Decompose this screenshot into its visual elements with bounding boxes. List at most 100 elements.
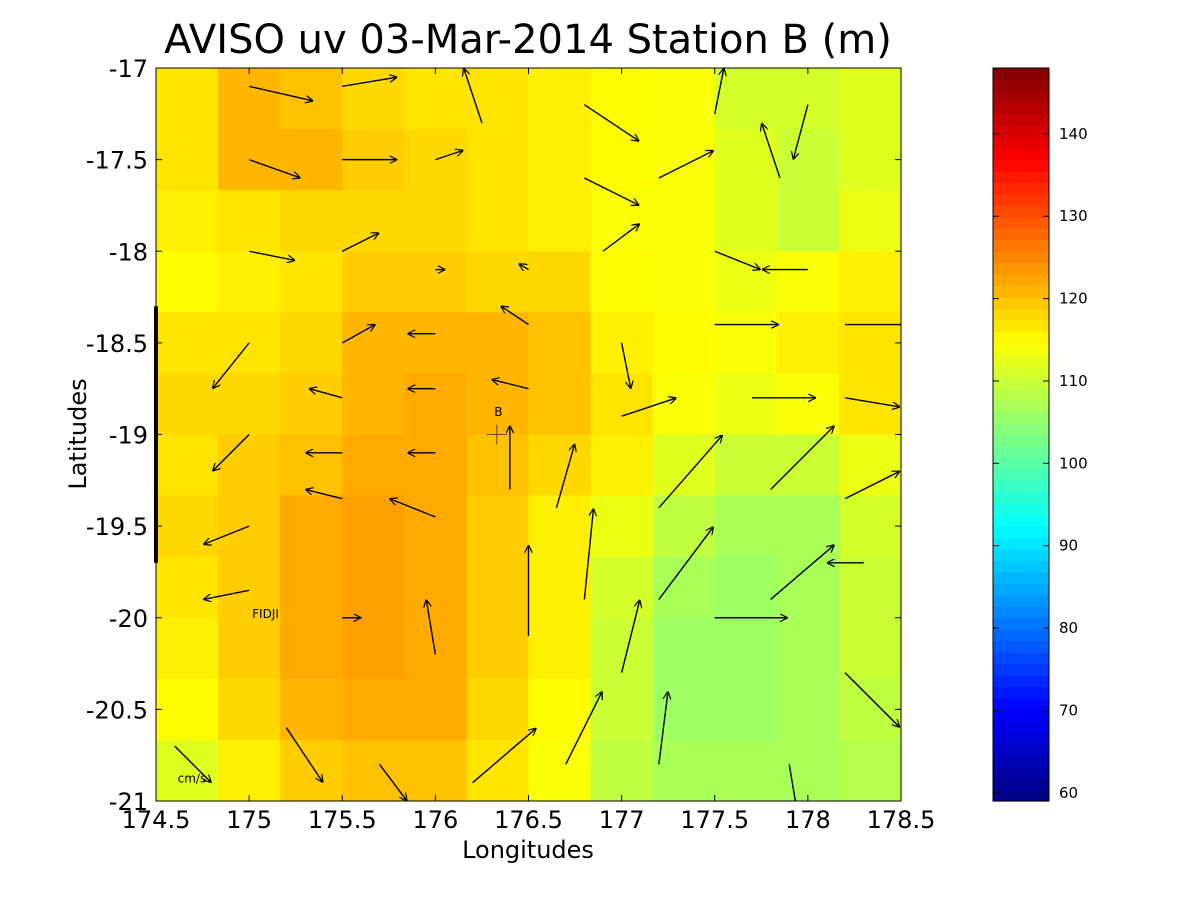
colorbar-tick-label: 80 [1059,619,1078,637]
heatmap-cell [280,190,343,252]
sla-heatmap [156,68,901,801]
colorbar-segment [993,68,1049,81]
y-tick-label: -20.5 [86,696,148,724]
colorbar-segment [993,388,1049,401]
heatmap-cell [714,251,778,313]
heatmap-cell [156,373,219,435]
colorbar-segment [993,342,1049,355]
colorbar-segment [993,560,1049,573]
colorbar-segment [993,297,1049,310]
heatmap-cell [776,68,840,130]
heatmap-cell [776,739,840,801]
velocity-arrow [306,490,343,500]
heatmap-cell [342,190,405,252]
colorbar-segment [993,640,1049,653]
heatmap-cell [838,373,901,435]
heatmap-cell [404,556,467,619]
velocity-arrow [620,601,640,673]
heatmap-cell [218,617,281,680]
heatmap-cell [218,190,281,252]
heatmap-cell [528,373,592,435]
heatmap-cell [404,251,467,313]
y-tick-label: -18 [109,238,148,266]
colorbar-segment [993,720,1049,733]
heatmap-cell [714,739,778,801]
y-axis-label: Latitudes [64,378,92,489]
heatmap-cell [156,495,219,558]
colorbar-segment [993,549,1049,562]
velocity-arrow [248,85,312,100]
heatmap-cell [528,434,592,497]
x-tick-label: 175 [226,806,272,834]
velocity-arrow [602,224,639,252]
heatmap-cell [714,68,778,130]
colorbar-segment [993,663,1049,676]
colorbar-segment [993,411,1049,424]
heatmap-cell [280,556,343,619]
heatmap-cell [590,68,654,130]
velocity-arrow [658,692,668,765]
heatmap-cell [714,434,778,497]
colorbar-segment [993,113,1049,126]
heatmap-cell [218,68,281,130]
velocity-arrow [213,342,250,388]
colorbar-segment [993,778,1049,791]
y-tick-label: -17 [109,55,148,83]
colorbar-segment [993,537,1049,550]
heatmap-cell [156,68,219,130]
heatmap-cell [342,617,405,680]
heatmap-cell [466,312,529,374]
colorbar-segment [993,308,1049,321]
heatmap-cell [280,617,343,680]
colorbar-segment [993,457,1049,470]
colorbar-segment [993,583,1049,596]
heatmap-cell [342,556,405,619]
heatmap-cell [528,495,592,558]
velocity-arrow [502,307,529,326]
heatmap-cell [466,190,529,252]
velocity-arrow [341,325,374,344]
heatmap-cell [404,373,467,435]
x-tick-label: 175.5 [308,806,377,834]
heatmap-cell [218,251,281,313]
heatmap-cell [404,617,467,680]
colorbar-segment [993,193,1049,207]
heatmap-cell [838,495,901,558]
heatmap-cell [466,68,529,130]
colorbar-segment [993,331,1049,344]
velocity-arrow [714,69,724,114]
heatmap-cell [776,251,840,313]
colorbar-tick-label: 60 [1059,784,1078,802]
heatmap-cell [776,434,840,497]
colorbar-segment [993,503,1049,516]
velocity-arrow [788,764,797,801]
colorbar-segment [993,285,1049,298]
velocity-arrow [658,527,713,600]
heatmap-cell [342,373,405,435]
heatmap-cell [404,495,467,558]
colorbar-tick-label: 140 [1059,125,1088,143]
heatmap-cell [528,678,592,741]
heatmap-cell [280,68,343,130]
velocity-arrow [341,233,378,252]
heatmap-cell [342,495,405,558]
y-tick-label: -19 [109,422,148,450]
heatmap-cell [652,434,716,497]
x-tick-label: 178 [785,806,831,834]
velocity-arrow [845,397,899,407]
heatmap-cell [342,434,405,497]
heatmap-cell [714,678,778,741]
colorbar-segment [993,480,1049,493]
heatmap-cell [838,556,901,619]
heatmap-cell [838,312,901,374]
velocity-arrow [472,729,536,784]
heatmap-cell [218,495,281,558]
heatmap-cell [342,251,405,313]
heatmap-cell [652,495,716,558]
heatmap-cell [590,434,654,497]
velocity-arrow [248,158,299,178]
velocity-arrow [435,151,462,161]
colorbar-tick-label: 120 [1059,290,1088,308]
velocity-arrow [493,380,529,390]
velocity-arrow [464,69,483,124]
